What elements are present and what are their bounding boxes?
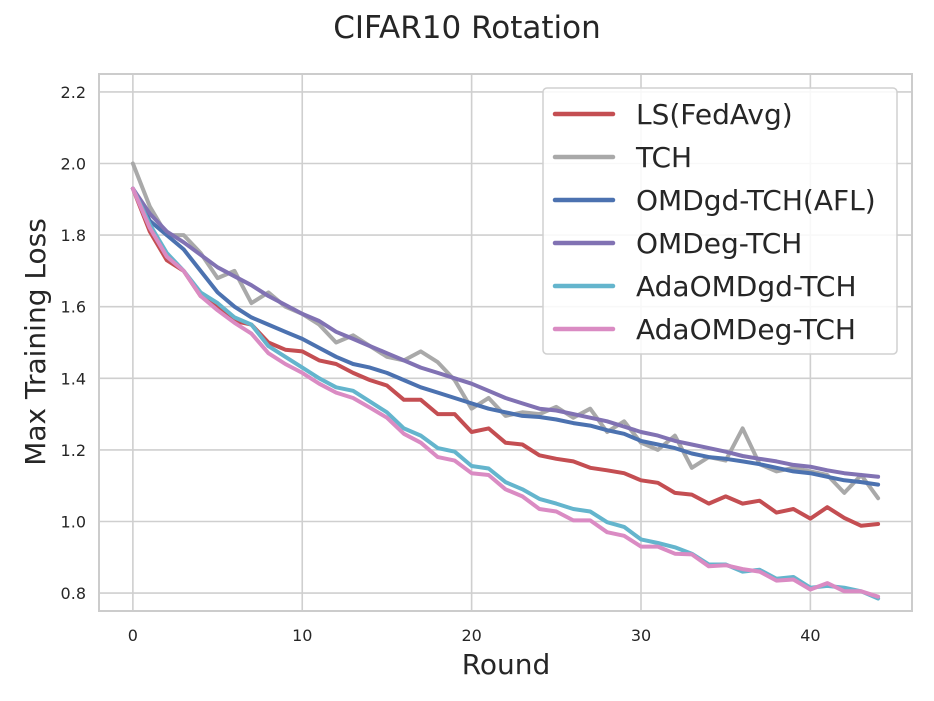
y-tick-label: 1.6: [61, 298, 86, 317]
legend-label-adaomdeg-tch: AdaOMDeg-TCH: [636, 313, 856, 346]
series-line-omdgd-tch-afl: [130, 186, 881, 487]
legend-label-omdeg-tch: OMDeg-TCH: [636, 227, 802, 260]
legend-label-ls-fedavg: LS(FedAvg): [636, 98, 793, 131]
y-tick-label: 1.2: [61, 441, 86, 460]
legend-box: [542, 87, 898, 355]
y-axis-label: Max Training Loss: [19, 218, 52, 466]
x-tick-label: 30: [631, 626, 651, 645]
legend-label-omdgd-tch-afl: OMDgd-TCH(AFL): [636, 184, 876, 217]
x-tick-label: 0: [128, 626, 138, 645]
x-tick-label: 10: [292, 626, 312, 645]
plot-frame: [98, 73, 913, 612]
legend: LS(FedAvg) TCH OMDgd-TCH(AFL) OMDeg-TCH AdaO…: [542, 87, 898, 355]
chart-title: CIFAR10 Rotation: [333, 10, 600, 46]
series-line-adaomdeg-tch: [130, 186, 881, 599]
y-tick-label: 1.0: [61, 513, 86, 532]
legend-label-tch: TCH: [635, 141, 692, 174]
x-tick-label: 20: [461, 626, 481, 645]
tick-labels: 0 10 20 30 40 0.8 1.0 1.2 1.4 1.6 1.8 2.0 2.2: [61, 83, 821, 645]
y-tick-label: 1.8: [61, 226, 86, 245]
x-axis-label: Round: [462, 648, 551, 681]
series-line-tch: [130, 161, 881, 501]
y-tick-label: 2.2: [61, 83, 86, 102]
y-tick-label: 1.4: [61, 369, 86, 388]
series-line-omdeg-tch: [130, 186, 881, 479]
y-tick-label: 2.0: [61, 155, 86, 174]
y-tick-label: 0.8: [61, 584, 86, 603]
series-lines: [130, 161, 881, 601]
x-tick-label: 40: [800, 626, 820, 645]
legend-label-adaomdgd-tch: AdaOMDgd-TCH: [636, 270, 857, 303]
